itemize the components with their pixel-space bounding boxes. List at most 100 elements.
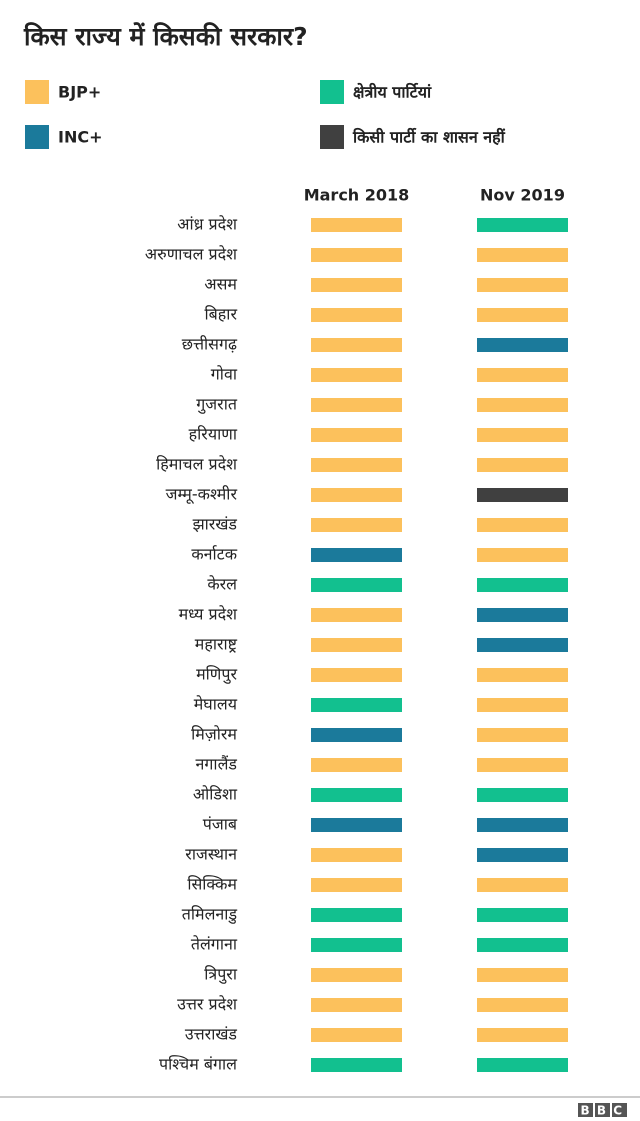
status-bar — [311, 308, 402, 322]
status-bar — [477, 578, 568, 592]
legend-label: INC+ — [58, 128, 103, 147]
status-bar — [477, 998, 568, 1012]
status-bar — [311, 488, 402, 502]
status-bar — [477, 518, 568, 532]
state-name: केरल — [207, 575, 238, 594]
state-name: मध्य प्रदेश — [179, 605, 239, 624]
state-name: उत्तराखंड — [185, 1025, 238, 1044]
logo-box — [595, 1103, 610, 1117]
status-bar — [477, 758, 568, 772]
status-bar — [477, 278, 568, 292]
status-bar — [311, 218, 402, 232]
status-bar — [311, 578, 402, 592]
state-name: गोवा — [211, 365, 238, 384]
status-bar — [311, 938, 402, 952]
legend-swatch — [25, 125, 49, 149]
status-bar — [311, 518, 402, 532]
column-header: March 2018 — [304, 186, 410, 205]
status-bar — [311, 698, 402, 712]
status-bar — [477, 608, 568, 622]
state-name: त्रिपुरा — [204, 965, 238, 985]
status-bar — [311, 968, 402, 982]
status-bar — [477, 908, 568, 922]
status-bar — [477, 308, 568, 322]
status-bar — [311, 278, 402, 292]
state-name: कर्नाटक — [191, 545, 237, 564]
status-bar — [311, 998, 402, 1012]
status-bar — [311, 1028, 402, 1042]
state-name: बिहार — [205, 305, 238, 324]
status-bar — [311, 638, 402, 652]
status-bar — [477, 728, 568, 742]
status-bar — [477, 218, 568, 232]
state-name: तमिलनाडु — [182, 905, 238, 925]
state-name: पंजाब — [203, 815, 238, 834]
status-bar — [311, 428, 402, 442]
logo-box — [612, 1103, 627, 1117]
legend-swatch — [320, 125, 344, 149]
status-bar — [477, 638, 568, 652]
state-name: जम्मू-कश्मीर — [166, 485, 238, 505]
logo-box — [578, 1103, 593, 1117]
state-name: मणिपुर — [196, 665, 237, 685]
state-name: मेघालय — [194, 695, 238, 714]
status-bar — [477, 1028, 568, 1042]
state-name: सिक्किम — [187, 875, 237, 894]
status-bar — [311, 818, 402, 832]
status-bar — [477, 878, 568, 892]
status-bar — [311, 1058, 402, 1072]
status-bar — [311, 338, 402, 352]
status-bar — [477, 428, 568, 442]
status-bar — [477, 968, 568, 982]
status-bar — [477, 818, 568, 832]
status-bar — [311, 398, 402, 412]
title: किस राज्य में किसकी सरकार? — [23, 22, 308, 51]
status-bar — [311, 728, 402, 742]
status-bar — [477, 698, 568, 712]
status-bar — [477, 1058, 568, 1072]
state-name: उत्तर प्रदेश — [177, 995, 238, 1014]
state-name: छत्तीसगढ़ — [182, 335, 238, 354]
state-name: तेलंगाना — [191, 935, 238, 954]
state-name: ओडिशा — [193, 785, 238, 804]
state-name: झारखंड — [193, 515, 238, 534]
logo: BBC — [581, 1104, 630, 1118]
status-bar — [477, 458, 568, 472]
state-name: राजस्थान — [185, 845, 238, 864]
status-bar — [311, 758, 402, 772]
state-name: आंध्र प्रदेश — [177, 215, 238, 234]
state-name: मिज़ोरम — [191, 725, 237, 744]
status-bar — [311, 248, 402, 262]
legend-label: BJP+ — [58, 83, 101, 102]
status-bar — [477, 788, 568, 802]
status-bar — [311, 848, 402, 862]
legend-label: किसी पार्टी का शासन नहीं — [352, 128, 506, 147]
legend-swatch — [25, 80, 49, 104]
status-bar — [477, 398, 568, 412]
status-bar — [311, 608, 402, 622]
status-bar — [311, 668, 402, 682]
status-bar — [477, 938, 568, 952]
state-name: पश्चिम बंगाल — [159, 1055, 238, 1074]
status-bar — [311, 908, 402, 922]
status-bar — [311, 788, 402, 802]
column-header: Nov 2019 — [480, 186, 565, 205]
status-bar — [311, 368, 402, 382]
status-bar — [477, 338, 568, 352]
status-bar — [477, 848, 568, 862]
legend-label: क्षेत्रीय पार्टियां — [353, 83, 432, 102]
status-bar — [477, 668, 568, 682]
state-name: हिमाचल प्रदेश — [156, 455, 238, 474]
state-name: महाराष्ट्र — [195, 635, 238, 654]
status-bar — [311, 458, 402, 472]
state-name: अरुणाचल प्रदेश — [145, 245, 238, 264]
status-bar — [477, 548, 568, 562]
state-name: नगालैंड — [196, 755, 238, 774]
state-name: असम — [204, 275, 237, 294]
status-bar — [477, 248, 568, 262]
status-bar — [311, 548, 402, 562]
status-bar — [477, 368, 568, 382]
state-name: गुजरात — [196, 395, 238, 415]
status-bar — [477, 488, 568, 502]
